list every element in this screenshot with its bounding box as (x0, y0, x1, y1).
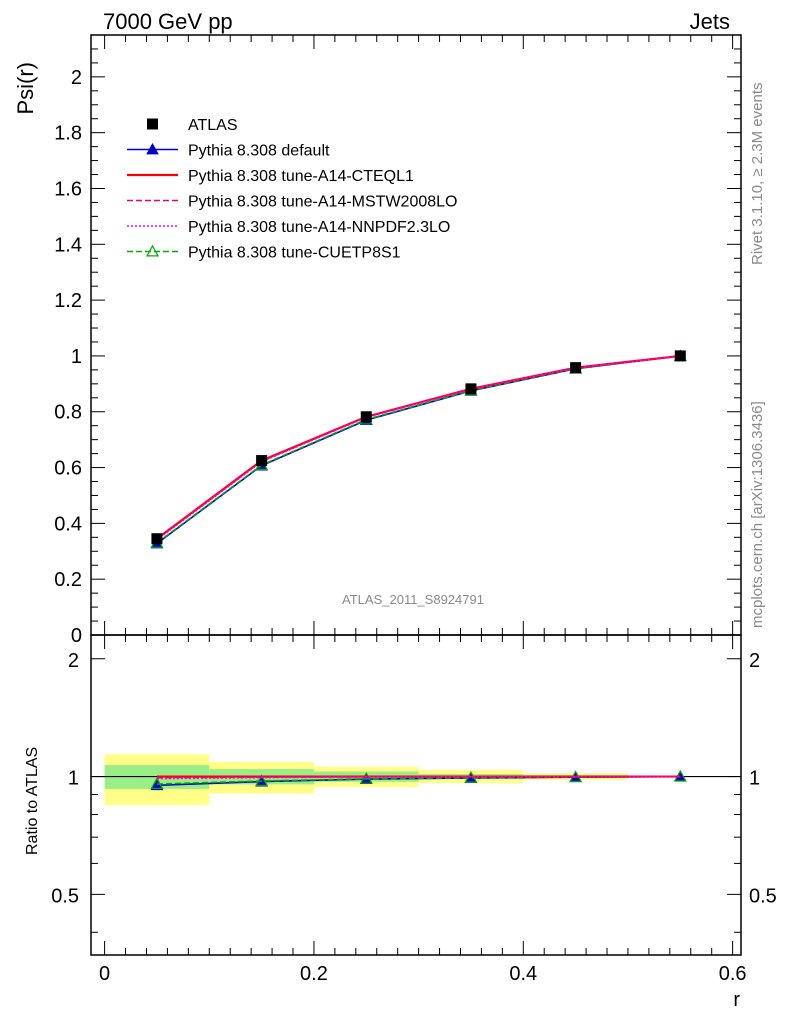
ratio-y-tick-label-left: 1 (68, 768, 79, 790)
main-series-0-point (256, 455, 268, 467)
main-series-line-4 (156, 355, 681, 541)
main-y-tick-label: 0.4 (54, 513, 82, 535)
main-y-tick-label: 1.2 (54, 290, 82, 312)
ratio-y-tick-label-left: 0.5 (51, 885, 79, 907)
main-series-0-point (465, 383, 477, 395)
x-axis-label: r (733, 989, 740, 1011)
ratio-series-line-3 (156, 775, 681, 780)
x-tick-label: 0.6 (719, 963, 747, 985)
main-series-0-point (674, 350, 686, 362)
legend-label-3: Pythia 8.308 tune-A14-MSTW2008LO (188, 194, 457, 211)
main-series-line-5 (156, 355, 681, 544)
analysis-label: ATLAS_2011_S8924791 (342, 592, 484, 607)
main-y-tick-label: 1.6 (54, 178, 82, 200)
x-tick-label: 0.2 (300, 963, 328, 985)
ratio-y-tick-label-right: 1 (749, 768, 760, 790)
legend-marker-0 (147, 118, 158, 130)
legend-marker-1 (146, 142, 159, 155)
ratio-series-4-point (150, 777, 164, 790)
main-series-0-point (570, 362, 582, 374)
ratio-panel: 0.5 0.5 1 1 2 2 0 0.2 0.4 0.6 Ratio to ATLAS r (24, 634, 777, 1011)
legend-label-4: Pythia 8.308 tune-A14-NNPDF2.3LO (188, 219, 450, 236)
legend: ATLAS Pythia 8.308 default Pythia 8.308 tu… (127, 117, 457, 262)
main-y-tick-label: 2 (71, 67, 82, 89)
header-right-title: Jets (690, 9, 730, 34)
main-y-tick-label: 1 (71, 346, 82, 368)
main-y-tick-label: 0.6 (54, 458, 82, 480)
header-left-title: 7000 GeV pp (103, 9, 233, 34)
legend-label-1: Pythia 8.308 default (188, 143, 330, 160)
main-y-tick-label: 0.2 (54, 569, 82, 591)
main-panel: 0 0.2 0.4 0.6 0.8 1 1.2 1.4 1.6 1.8 2 Psi(r) ATLAS… (13, 34, 742, 647)
main-series-line-2 (156, 354, 681, 540)
main-series-line-3 (156, 355, 681, 540)
main-series-0-point (151, 533, 163, 545)
ratio-series-4-point (255, 774, 269, 787)
source-label: mcplots.cern.ch [arXiv:1306.3436] (749, 401, 766, 628)
legend-label-0: ATLAS (188, 117, 238, 134)
ratio-frame (90, 634, 742, 956)
main-series-line-1 (156, 355, 681, 545)
main-y-tick-label: 0.8 (54, 402, 82, 424)
legend-label-2: Pythia 8.308 tune-A14-CTEQL1 (188, 168, 414, 185)
main-y-tick-label: 1.8 (54, 123, 82, 145)
ratio-y-tick-label-left: 2 (68, 650, 79, 672)
x-tick-label: 0 (99, 963, 110, 985)
main-y-tick-label: 0 (71, 625, 82, 647)
x-tick-label: 0.4 (509, 963, 537, 985)
legend-marker-5 (145, 244, 160, 257)
y-axis-label: Psi(r) (13, 62, 38, 115)
rivet-version-label: Rivet 3.1.10, ≥ 2.3M events (749, 83, 766, 266)
ratio-y-tick-label-right: 2 (749, 650, 760, 672)
ratio-y-tick-label-right: 0.5 (749, 885, 777, 907)
legend-label-5: Pythia 8.308 tune-CUETP8S1 (188, 245, 401, 262)
main-y-tick-label: 1.4 (54, 234, 82, 256)
main-series-0-point (360, 411, 372, 423)
ratio-y-axis-label: Ratio to ATLAS (24, 747, 41, 855)
ratio-series-4-point (359, 772, 373, 784)
